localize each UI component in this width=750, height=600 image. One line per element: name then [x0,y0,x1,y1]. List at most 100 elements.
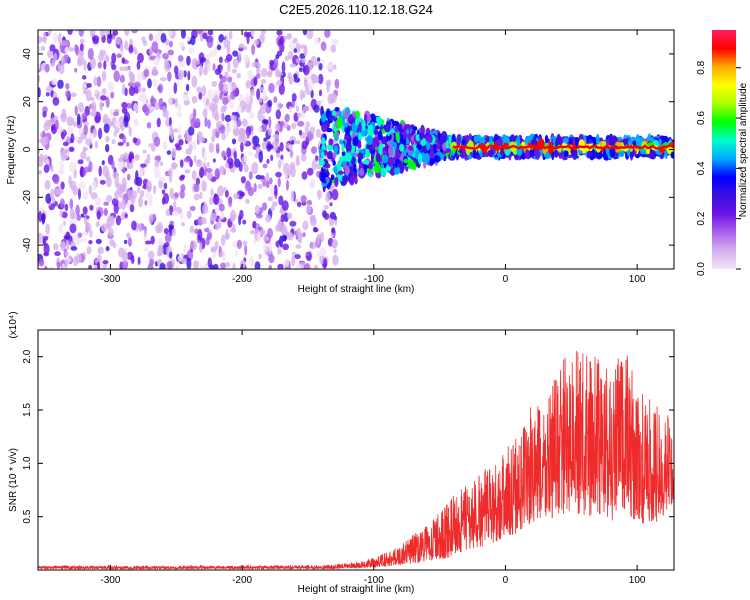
spectrogram-cell [137,187,141,194]
spectrogram-cell [375,152,381,163]
spectrogram-cell [171,227,176,237]
spectrogram-cell [173,200,177,212]
spectrogram-x-ticks: -300 -200 -100 0 100 [100,30,646,285]
spectrogram-cell [221,234,226,246]
spectrogram-cell [236,239,242,249]
spectrogram-cell [211,80,218,88]
spectrogram-cell [221,39,228,50]
spectrogram-cell [100,223,108,232]
spectrogram-cell [301,140,308,150]
spectrogram-cell [89,30,96,38]
spectrogram-cell [226,147,232,158]
spectrogram-cell [114,177,120,188]
y-tick-label: -20 [22,190,33,205]
spectrogram-cell [202,161,207,170]
spectrogram-cell [97,261,101,269]
spectrogram-cell [327,61,334,71]
spectrogram-cell [189,205,196,211]
spectrogram-cell [174,97,178,108]
spectrogram-cell [121,260,129,269]
spectrogram-cell [102,260,109,265]
spectrogram-cell [190,117,197,129]
spectrogram-cell [39,258,45,267]
spectrogram-cell [284,113,290,123]
spectrogram-cell [57,168,65,175]
spectrogram-cell [43,32,47,44]
spectrogram-cell [80,213,85,218]
spectrogram-cell [70,133,75,144]
spectrogram-cell [243,153,248,163]
spectrogram-cell [574,136,580,148]
spectrogram-cell [168,168,173,177]
spectrogram-cell [202,204,209,215]
spectrogram-cell [261,141,267,150]
spectrogram-cell [48,266,54,269]
spectrogram-cell [213,89,220,96]
spectrogram-cell [211,135,216,143]
spectrogram-cell [53,243,59,251]
spectrogram-cell [214,168,221,180]
spectrogram-cell [169,220,175,225]
spectrogram-y-label: Frequency (Hz) [6,116,17,185]
spectrogram-cell [224,71,229,79]
spectrogram-cell [277,102,283,110]
spectrogram-cell [125,141,130,147]
spectrogram-cell [419,133,424,141]
spectrogram-cell [60,150,67,162]
spectrogram-cell [181,257,188,265]
spectrogram-cell [159,104,163,111]
spectrogram-cell [332,254,339,266]
spectrogram-cell [79,165,84,178]
spectrogram-cell [177,134,182,140]
spectrogram-cell [211,107,219,119]
spectrogram-cell [190,35,196,46]
spectrogram-cell [318,62,323,71]
spectrogram-cell [277,160,282,169]
spectrogram-cell [218,80,224,92]
spectrogram-cell [137,256,141,266]
spectrogram-cell [54,251,61,257]
spectrogram-cell [97,246,104,255]
spectrogram-cell [162,140,168,150]
spectrogram-cell [306,204,312,214]
spectrogram-cell [553,149,559,158]
spectrogram-cell [220,262,227,269]
spectrogram-cell [395,132,400,142]
spectrogram-cell [168,251,173,259]
spectrogram-cell [325,127,333,133]
spectrogram-cell [318,159,325,166]
spectrogram-cell [49,44,56,52]
spectrogram-cell [279,141,284,152]
spectrogram-cell [489,136,493,147]
spectrogram-cell [344,165,351,176]
spectrogram-cell [467,140,474,153]
spectrogram-cell [110,91,115,99]
spectrogram-cell [421,143,427,155]
spectrogram-cell [333,215,337,221]
spectrogram-cell [106,194,113,202]
spectrogram-cell [186,55,191,66]
spectrogram-cell [101,160,105,166]
spectrogram-cell [229,214,236,222]
spectrogram-cell [106,222,112,230]
spectrogram-cell [105,96,110,108]
spectrogram-cell [174,143,180,148]
spectrogram-x-label: Height of straight line (km) [298,284,415,295]
spectrogram-cell [227,82,232,94]
spectrogram-cell [342,160,347,169]
spectrogram-cell [246,132,250,139]
spectrogram-cell [105,135,110,143]
spectrogram-cell [75,204,80,216]
spectrogram-cell [213,193,220,206]
spectrogram-cell [38,35,43,44]
spectrogram-cell [487,150,494,157]
spectrogram-cell [289,220,297,227]
spectrogram-cell [342,175,349,183]
spectrogram-cell [242,219,247,225]
spectrogram-cell [86,156,91,162]
spectrogram-cell [388,145,394,157]
spectrogram-cell [76,214,81,221]
spectrogram-cell [524,149,531,160]
spectrogram-cell [198,92,203,100]
spectrogram-cell [485,153,489,158]
